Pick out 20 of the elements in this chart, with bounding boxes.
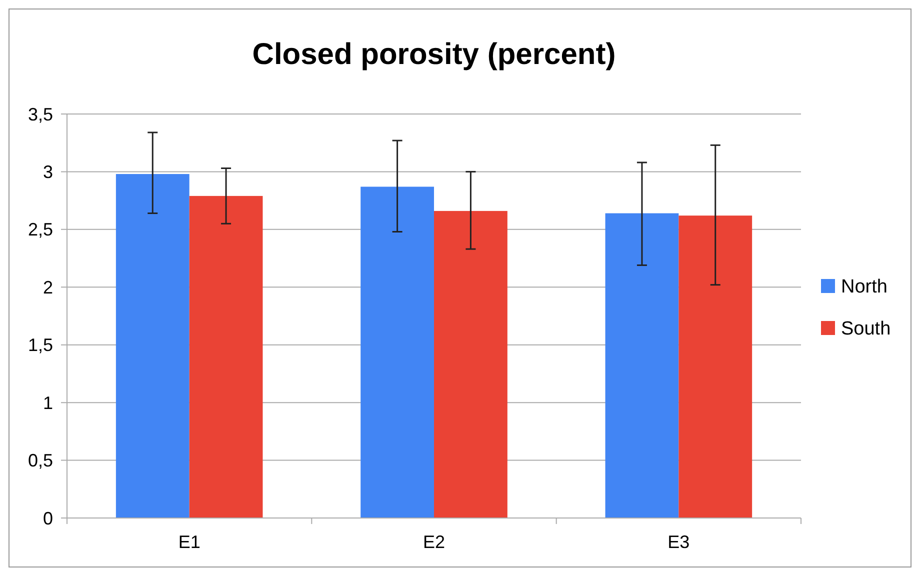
chart-title: Closed porosity (percent) [252,38,616,71]
y-tick-label: 1,5 [28,335,53,356]
y-tick-label: 3,5 [28,104,53,124]
y-tick-label: 2 [42,277,53,298]
bar [189,196,263,518]
x-tick-label: E2 [422,532,446,552]
legend-label: North [841,276,888,298]
y-tick-label: 3 [42,162,53,182]
y-tick-label: 1 [42,392,53,413]
y-tick-label: 2,5 [28,220,53,240]
bar [360,186,434,518]
bar [434,210,508,518]
y-tick-label: 0,5 [28,450,53,471]
bar [116,174,190,518]
bar [605,213,679,518]
y-tick-label: 0 [42,508,53,528]
x-tick-label: E3 [668,532,690,552]
legend-label: South [841,318,891,340]
bar [678,216,752,518]
x-tick-label: E1 [178,532,200,552]
